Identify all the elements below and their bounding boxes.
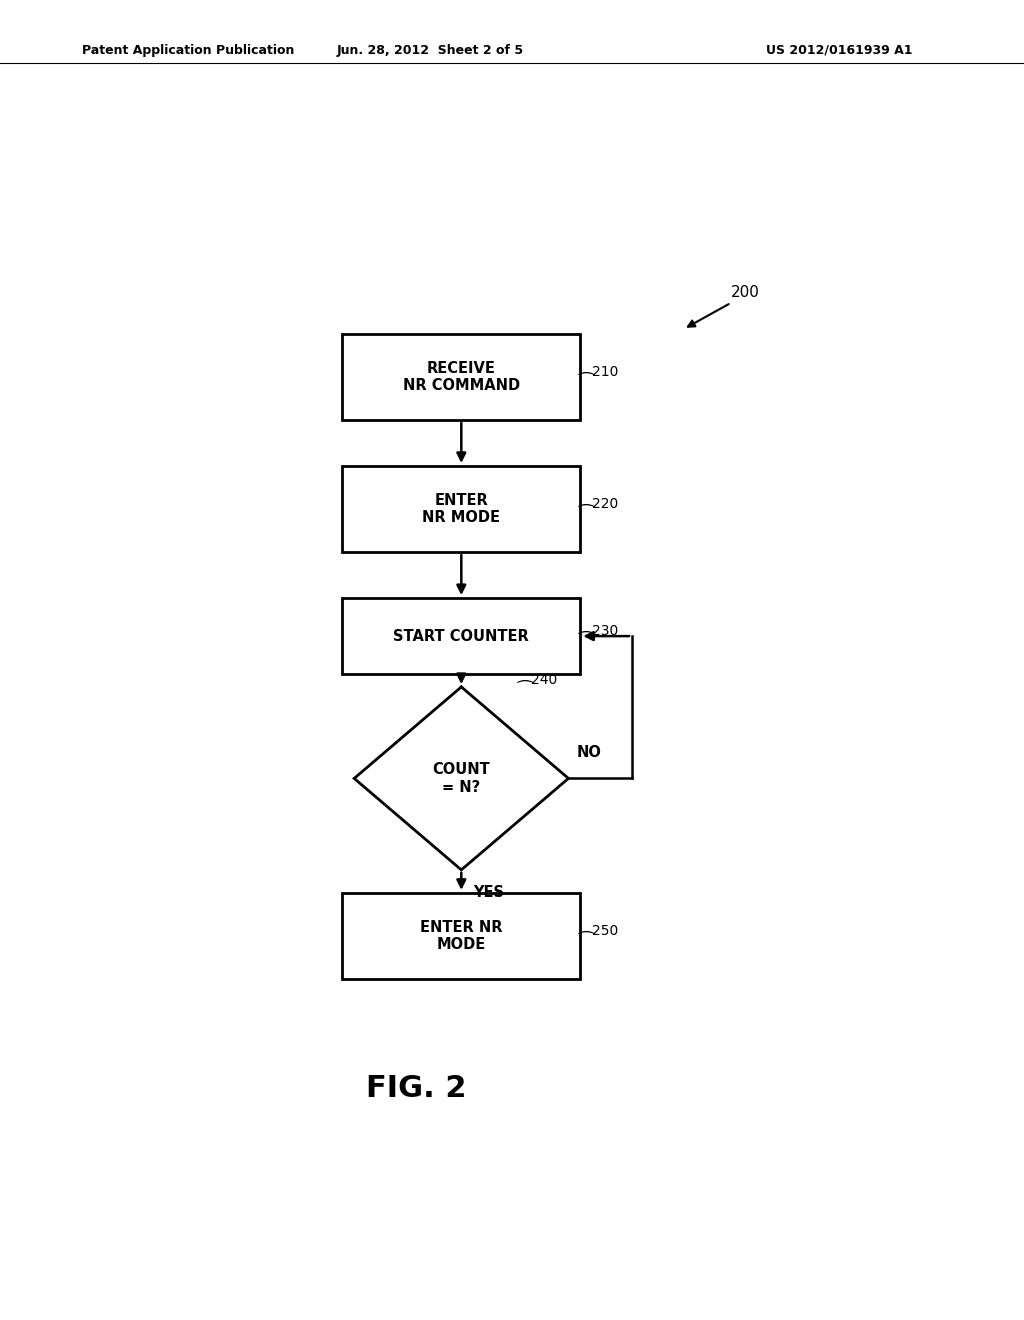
Text: US 2012/0161939 A1: US 2012/0161939 A1 xyxy=(766,44,913,57)
Text: Jun. 28, 2012  Sheet 2 of 5: Jun. 28, 2012 Sheet 2 of 5 xyxy=(337,44,523,57)
Text: 220: 220 xyxy=(592,496,618,511)
Text: RECEIVE
NR COMMAND: RECEIVE NR COMMAND xyxy=(402,360,520,393)
Text: ⁀: ⁀ xyxy=(579,375,593,393)
Bar xyxy=(342,598,581,675)
Text: ⁀: ⁀ xyxy=(518,682,532,701)
Text: NO: NO xyxy=(577,746,601,760)
Text: ENTER NR
MODE: ENTER NR MODE xyxy=(420,920,503,952)
Bar xyxy=(342,892,581,979)
Text: FIG. 2: FIG. 2 xyxy=(367,1074,467,1104)
Bar xyxy=(342,466,581,552)
Text: YES: YES xyxy=(473,884,504,900)
Text: ENTER
NR MODE: ENTER NR MODE xyxy=(422,492,501,525)
Text: ⁀: ⁀ xyxy=(579,507,593,525)
Text: 230: 230 xyxy=(592,624,618,638)
Text: START COUNTER: START COUNTER xyxy=(393,628,529,644)
Text: 210: 210 xyxy=(592,364,618,379)
Text: 200: 200 xyxy=(731,285,760,300)
Bar xyxy=(342,334,581,420)
Text: 240: 240 xyxy=(531,673,557,686)
Text: ⁀: ⁀ xyxy=(579,634,593,652)
Text: COUNT
= N?: COUNT = N? xyxy=(432,762,490,795)
Text: 250: 250 xyxy=(592,924,618,939)
Text: Patent Application Publication: Patent Application Publication xyxy=(82,44,294,57)
Text: ⁀: ⁀ xyxy=(579,935,593,952)
